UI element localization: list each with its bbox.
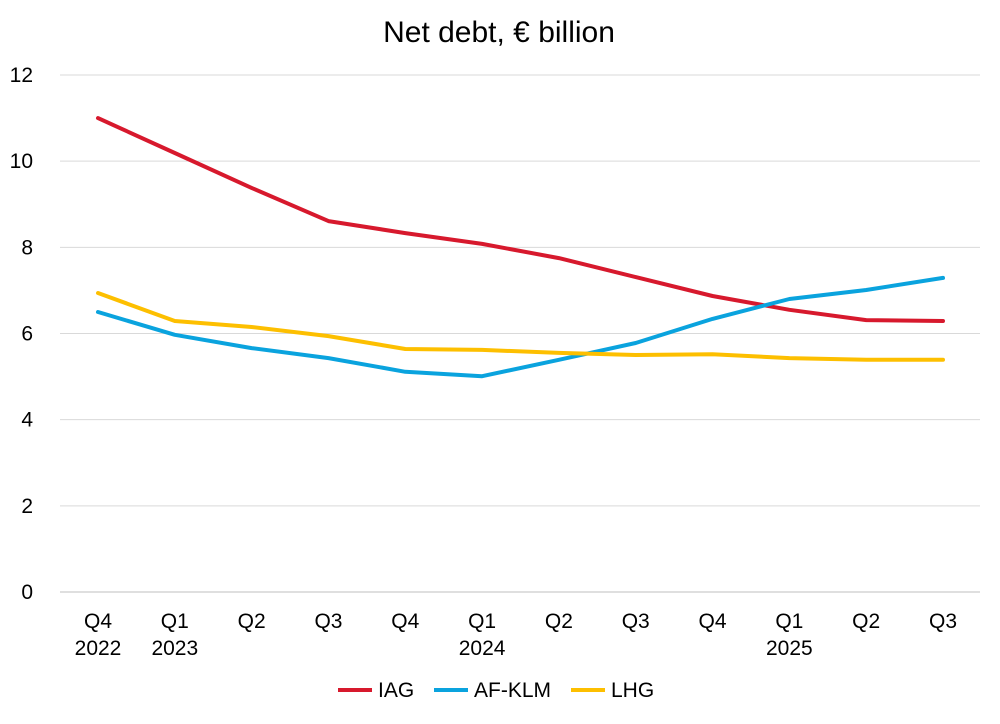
legend: IAG AF-KLM LHG bbox=[338, 679, 654, 702]
legend-label: IAG bbox=[378, 679, 414, 702]
series-line-iag bbox=[96, 116, 945, 323]
y-tick-label: 0 bbox=[21, 581, 33, 604]
y-tick-label: 8 bbox=[21, 236, 33, 259]
y-tick-label: 4 bbox=[21, 409, 33, 432]
x-tick-label: Q4 bbox=[84, 610, 112, 633]
x-tick-label: Q4 bbox=[391, 610, 419, 633]
legend-label: LHG bbox=[611, 679, 654, 702]
series-line-af-klm bbox=[96, 275, 945, 379]
x-tick-label: Q4 bbox=[699, 610, 727, 633]
series-lines bbox=[96, 116, 945, 379]
series-line-lhg bbox=[96, 291, 945, 362]
x-tick-label: Q1 bbox=[775, 610, 803, 633]
x-tick-year-label: 2022 bbox=[75, 637, 122, 660]
x-tick-label: Q3 bbox=[314, 610, 342, 633]
y-tick-label: 12 bbox=[10, 64, 33, 87]
x-axis-ticks: Q4 2022 Q1 2023 Q2 Q3 Q4 Q1 2024 Q2 Q3 Q4 Q1 2025 Q2 Q3 bbox=[75, 610, 957, 660]
y-tick-label: 2 bbox=[21, 495, 33, 518]
y-axis-ticks: 0 2 4 6 8 10 12 bbox=[10, 64, 34, 604]
chart-title: Net debt, € billion bbox=[383, 16, 615, 49]
x-tick-label: Q2 bbox=[238, 610, 266, 633]
x-tick-year-label: 2023 bbox=[151, 637, 198, 660]
x-tick-label: Q2 bbox=[545, 610, 573, 633]
x-tick-label: Q3 bbox=[929, 610, 957, 633]
x-tick-label: Q1 bbox=[161, 610, 189, 633]
x-tick-label: Q2 bbox=[852, 610, 880, 633]
y-tick-label: 10 bbox=[10, 150, 33, 173]
x-tick-label: Q3 bbox=[622, 610, 650, 633]
x-tick-label: Q1 bbox=[468, 610, 496, 633]
x-tick-year-label: 2024 bbox=[459, 637, 506, 660]
y-tick-label: 6 bbox=[21, 323, 33, 346]
legend-label: AF-KLM bbox=[474, 679, 551, 702]
x-tick-year-label: 2025 bbox=[766, 637, 813, 660]
gridlines bbox=[60, 74, 980, 593]
